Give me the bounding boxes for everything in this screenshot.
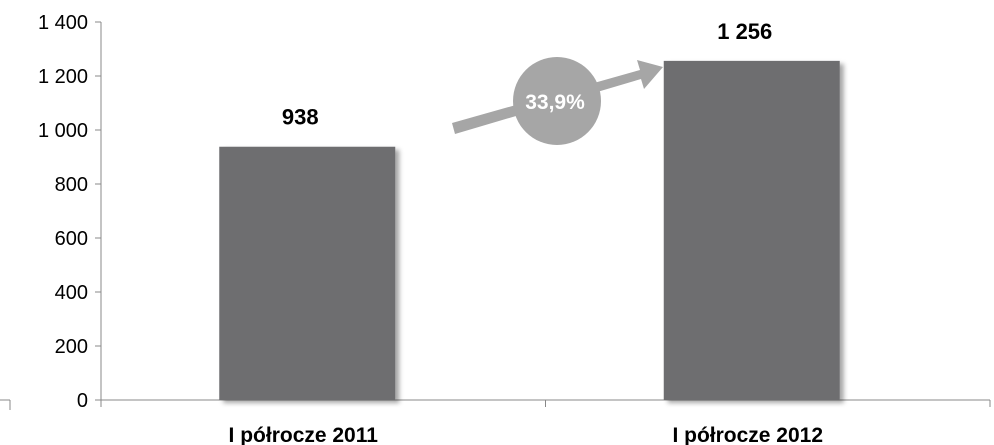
data-label: 938 (282, 105, 319, 130)
x-tick-label: I półrocze 2011 (229, 424, 379, 445)
y-tick-label: 400 (55, 282, 88, 304)
bars (219, 60, 840, 400)
y-tick-label: 1 200 (38, 66, 88, 88)
labels: 938 I półrocze 2011 1 256 I półrocze 2012 (229, 19, 824, 445)
x-tick-label: I półrocze 2012 (672, 424, 823, 445)
y-tick-label: 200 (55, 336, 88, 358)
y-tick-label: 1 400 (38, 12, 88, 34)
y-tick-label: 1 000 (38, 120, 88, 142)
bar (663, 60, 840, 400)
bar (219, 146, 396, 400)
growth-circle (513, 57, 601, 145)
data-label: 1 256 (717, 19, 772, 44)
y-tick-label: 600 (55, 228, 88, 250)
growth-percent-label: 33,9% (525, 91, 585, 114)
axes: 0 200 400 600 800 1 000 1 200 1 400 (0, 12, 991, 412)
y-tick-label: 0 (77, 390, 88, 412)
y-tick-label: 800 (55, 174, 88, 196)
growth-annotation: 33,9% (452, 57, 663, 145)
